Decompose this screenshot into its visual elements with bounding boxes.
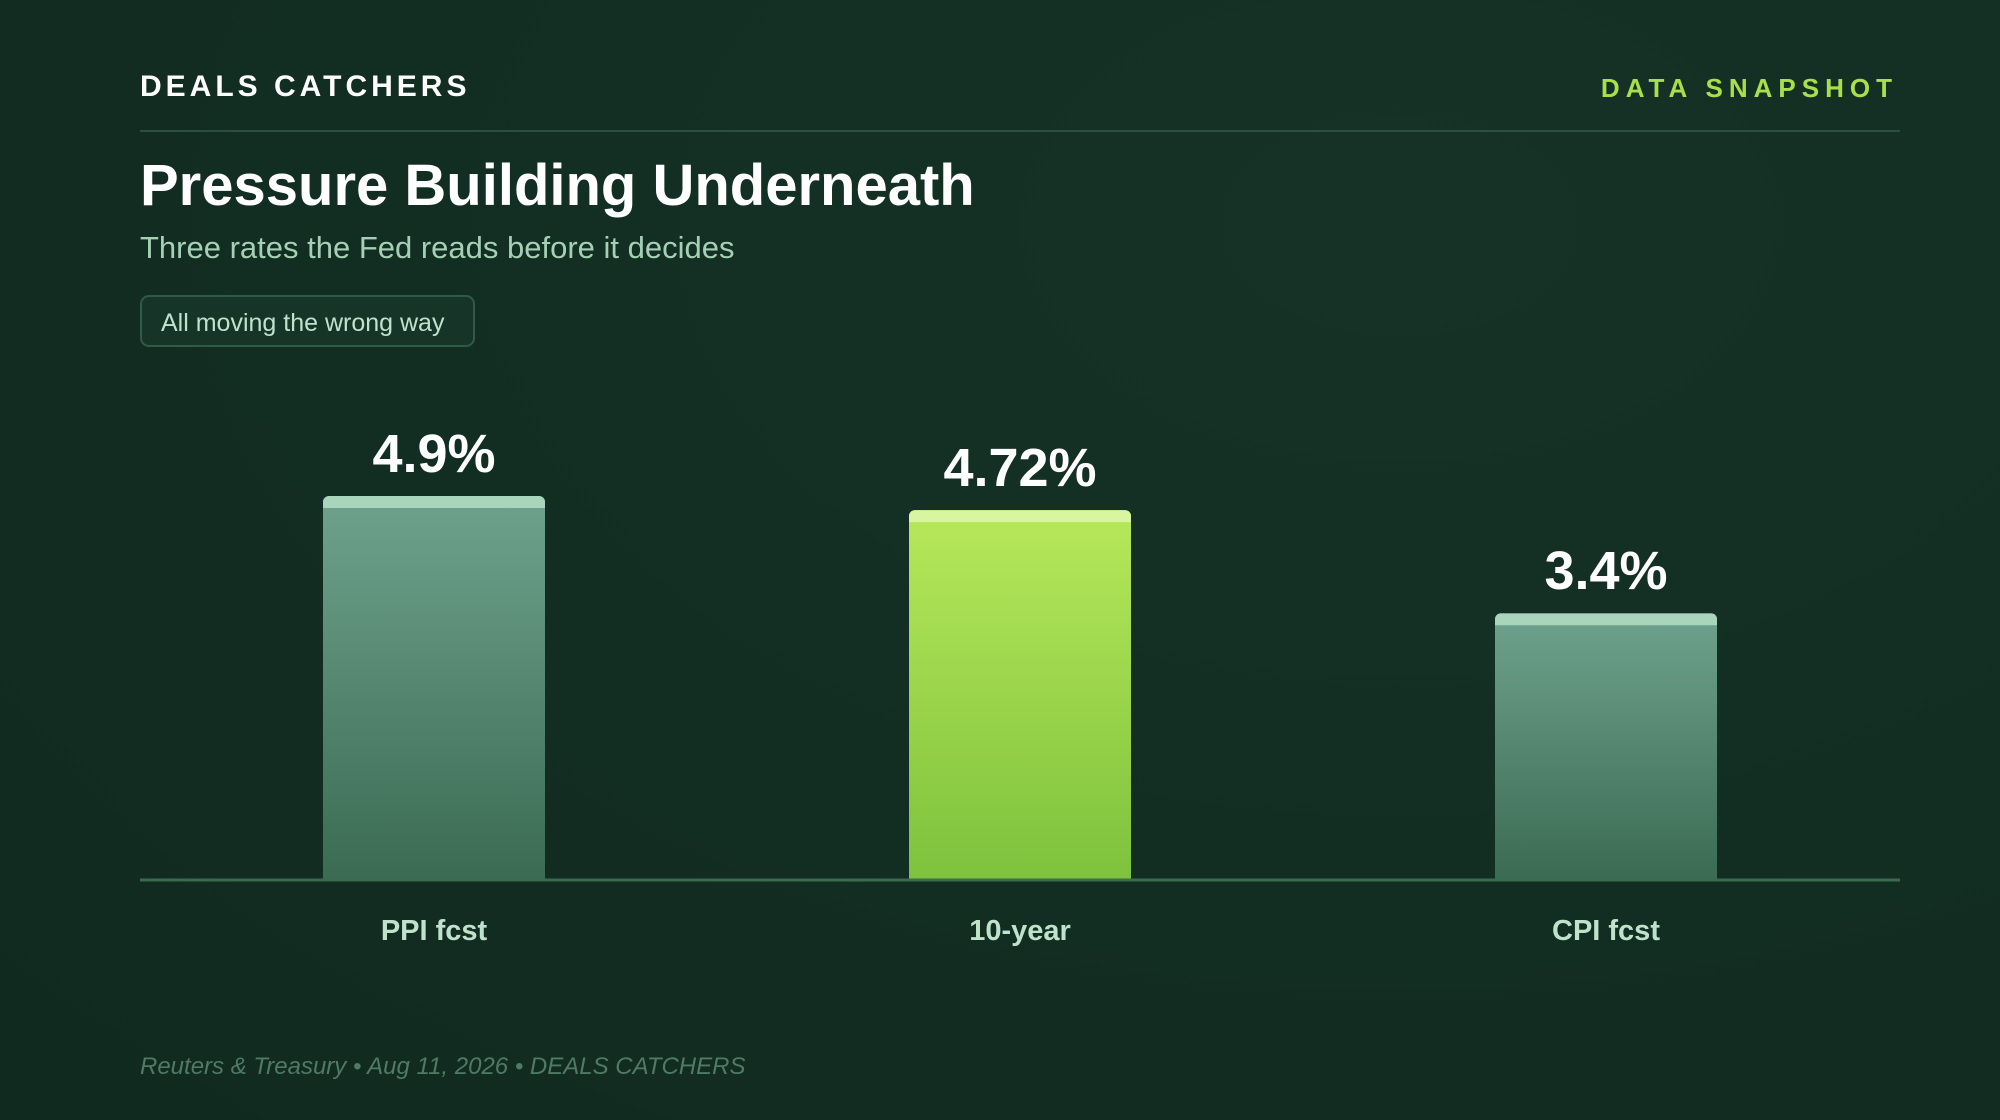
category-label-ppi-fcst: PPI fcst (381, 915, 488, 947)
value-label-ppi-fcst: 4.9% (372, 424, 495, 484)
bar-body (1495, 613, 1717, 879)
value-label-10-year: 4.72% (943, 438, 1096, 498)
category-label-10-year: 10-year (969, 915, 1071, 947)
bar-cap (909, 510, 1131, 523)
source-footer: Reuters & Treasury • Aug 11, 2026 • DEAL… (140, 1053, 746, 1080)
bar-body (909, 510, 1131, 879)
bar-10-year (909, 510, 1131, 879)
value-label-cpi-fcst: 3.4% (1544, 541, 1667, 601)
section-tag: DATA SNAPSHOT (1600, 73, 1898, 103)
chart-title: Pressure Building Underneath (140, 153, 975, 218)
header-divider (140, 130, 1900, 132)
chart-subtitle: Three rates the Fed reads before it deci… (140, 230, 735, 265)
status-badge: All moving the wrong way (140, 295, 476, 347)
category-label-cpi-fcst: CPI fcst (1552, 915, 1660, 947)
brand-name: DEALS CATCHERS (140, 70, 471, 103)
bar-ppi-fcst (323, 496, 545, 879)
bar-body (323, 496, 545, 879)
bar-cpi-fcst (1495, 613, 1717, 879)
bar-cap (1495, 613, 1717, 626)
bar-cap (323, 496, 545, 508)
